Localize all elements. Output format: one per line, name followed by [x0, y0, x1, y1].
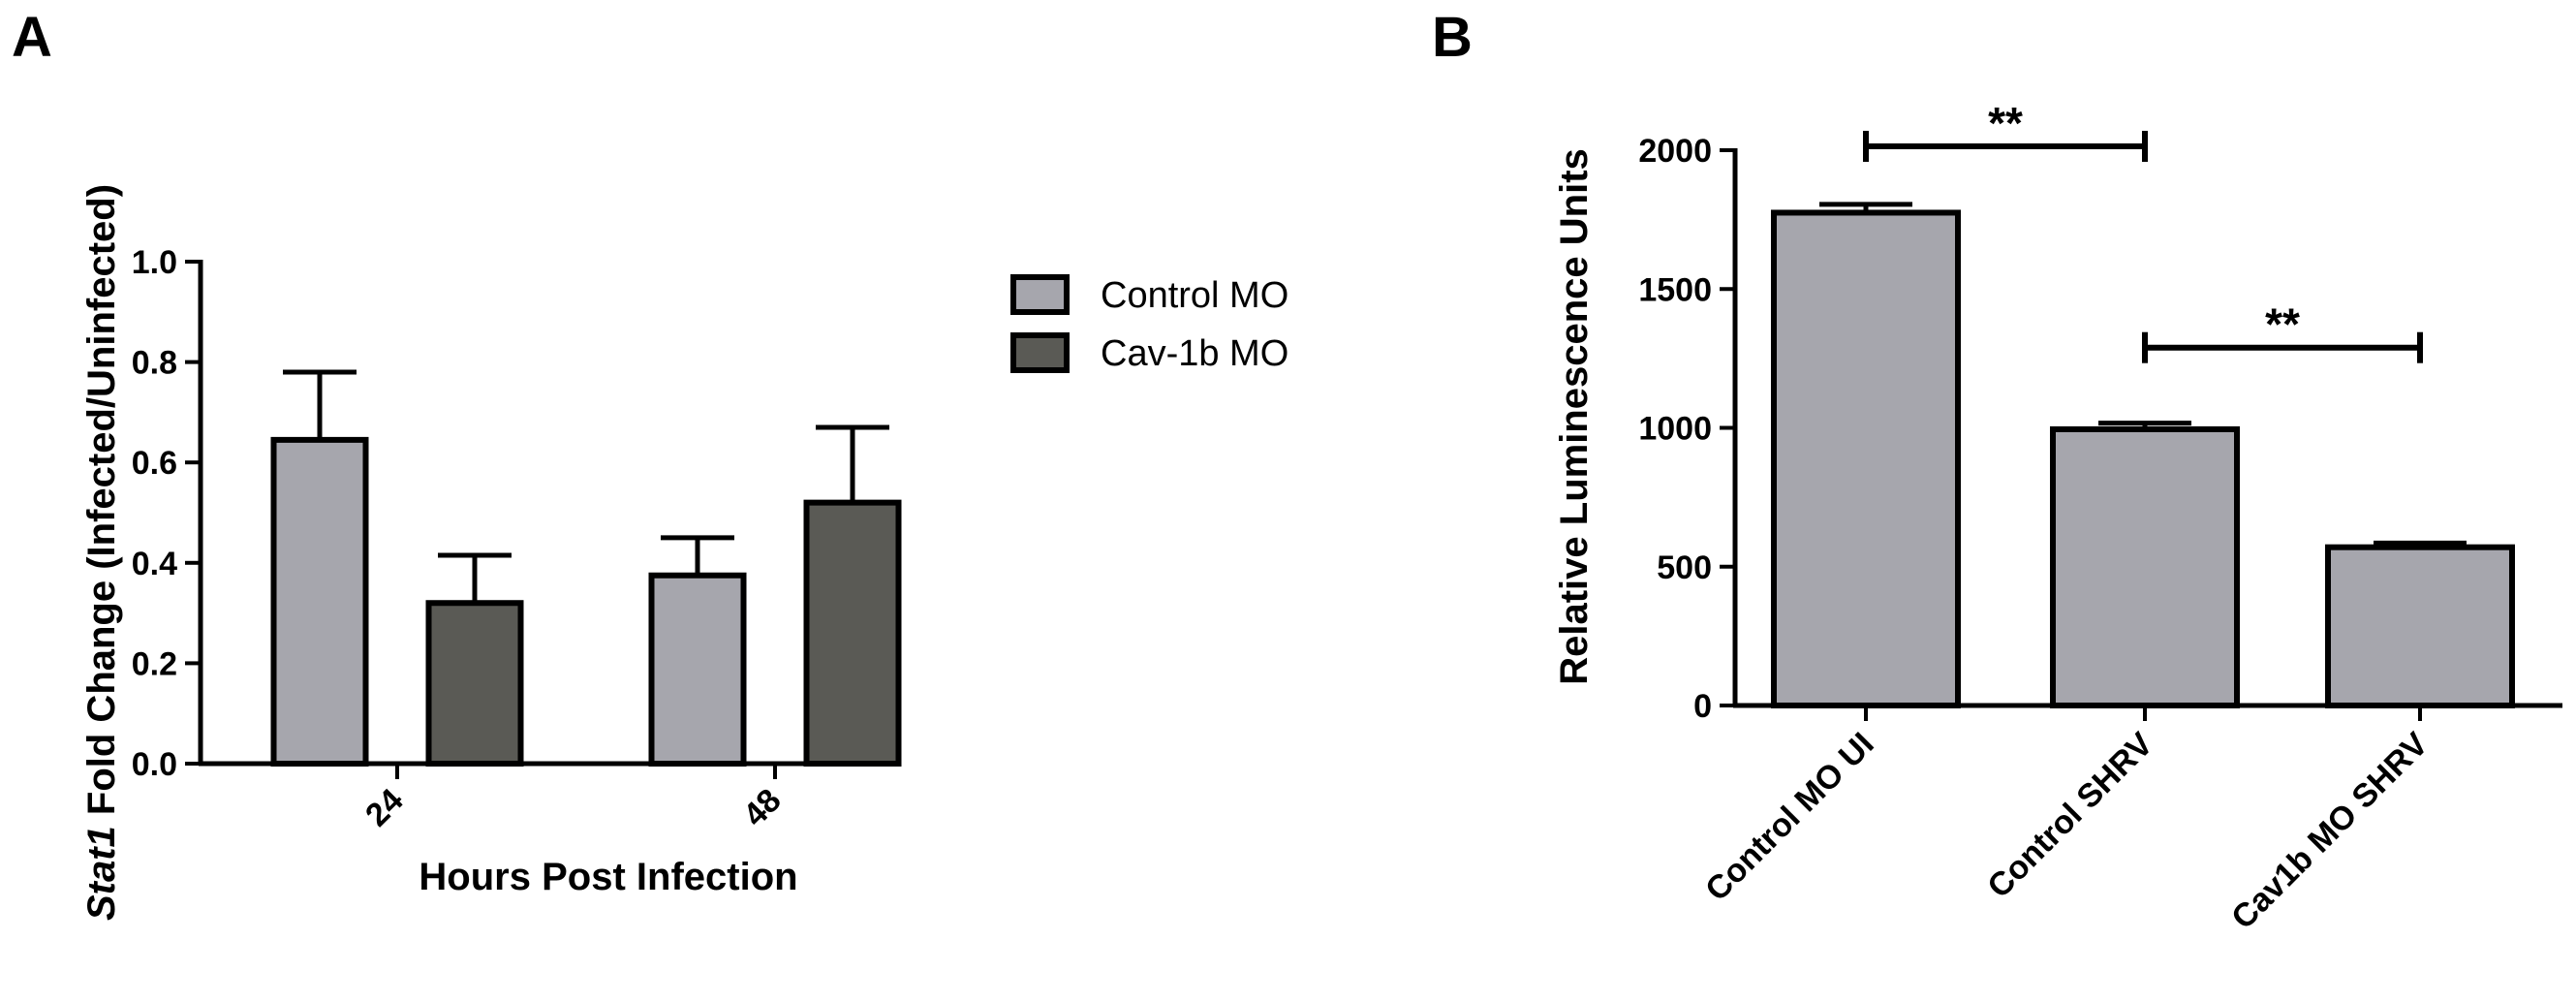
- panel-a-y-tick-label: 0.4: [132, 546, 177, 582]
- panel-b-x-tick-label: Control MO UI: [1698, 726, 1880, 908]
- panel-a-x-axis-title: Hours Post Infection: [419, 856, 797, 898]
- panel-a-y-axis-title-gene: Stat1: [80, 826, 123, 921]
- panel-a-legend: Control MO Cav-1b MO: [1010, 274, 1288, 374]
- panel-b-y-tick-label: 1500: [1638, 271, 1712, 308]
- panel-a-bar: [803, 499, 902, 767]
- panel-a-y-tick-label: 0.6: [132, 445, 177, 482]
- panel-b-y-tick-label: 2000: [1638, 133, 1712, 170]
- panel-a-legend-label: Control MO: [1101, 275, 1288, 316]
- panel-a-y-tick-label: 1.0: [132, 244, 177, 281]
- panel-b-x-tick-label: Control SHRV: [1980, 726, 2160, 906]
- significance-label: **: [1988, 98, 2023, 148]
- panel-b-y-tick-label: 500: [1657, 549, 1712, 586]
- panel-a-letter: A: [12, 6, 52, 69]
- panel-a-y-axis-title: Stat1 Fold Change (Infected/Uninfected): [80, 184, 123, 921]
- panel-b-bar: [2050, 425, 2240, 708]
- significance-label: **: [2265, 299, 2300, 350]
- panel-b-y-tick-label: 1000: [1638, 411, 1712, 448]
- panel-a-y-axis-title-rest: Fold Change (Infected/Uninfected): [80, 184, 123, 826]
- panel-a-y-tick-label: 0.8: [132, 345, 177, 382]
- panel-a-y-tick-label: 0.0: [132, 746, 177, 783]
- panel-b: B 0 500 1000 1500 2000 Control MO UI Control …: [1432, 6, 2562, 936]
- panel-a: A 0.0 0.2 0.4 0.6 0.8 1.0 24 48 Hours Post Inf…: [12, 6, 1288, 921]
- panel-a-y-tick-label: 0.2: [132, 645, 177, 682]
- panel-a-bar: [648, 572, 747, 767]
- panel-b-letter: B: [1432, 6, 1473, 69]
- panel-b-y-axis-title: Relative Luminescence Units: [1553, 148, 1596, 685]
- panel-a-legend-label: Cav-1b MO: [1101, 333, 1288, 374]
- panel-a-bar: [270, 436, 369, 767]
- panel-a-legend-swatch: [1010, 332, 1070, 373]
- panel-b-bar: [2325, 544, 2515, 708]
- panel-b-y-tick-label: 0: [1693, 688, 1712, 725]
- panel-a-legend-swatch: [1010, 274, 1070, 315]
- panel-a-x-tick-label: 24: [358, 782, 411, 834]
- panel-b-x-tick-label: Cav1b MO SHRV: [2224, 726, 2436, 937]
- panel-a-bar: [425, 600, 524, 767]
- panel-a-x-tick-label: 48: [736, 782, 789, 834]
- panel-b-bar: [1771, 209, 1961, 708]
